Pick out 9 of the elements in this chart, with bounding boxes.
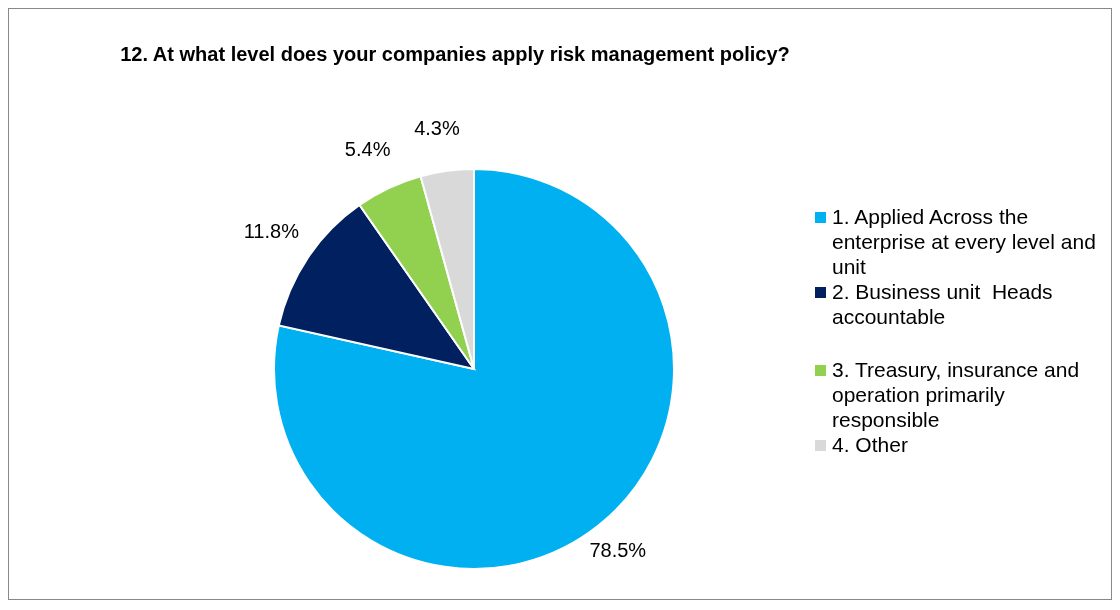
data-label: 78.5% (589, 538, 647, 561)
legend-label: 2. Business unit Heads accountable (832, 279, 1054, 329)
data-label: 4.3% (414, 117, 460, 140)
legend-label: 4. Other (832, 432, 908, 457)
legend-label: 3. Treasury, insurance and operation primarily responsible (832, 357, 1081, 432)
legend-label: 1. Applied Across the enterprise at every level and unit (832, 204, 1097, 279)
chart-title: 12. At what level does your companies apply risk management policy? (119, 43, 791, 66)
data-label: 11.8% (243, 220, 300, 243)
data-label: 5.4% (344, 137, 391, 160)
